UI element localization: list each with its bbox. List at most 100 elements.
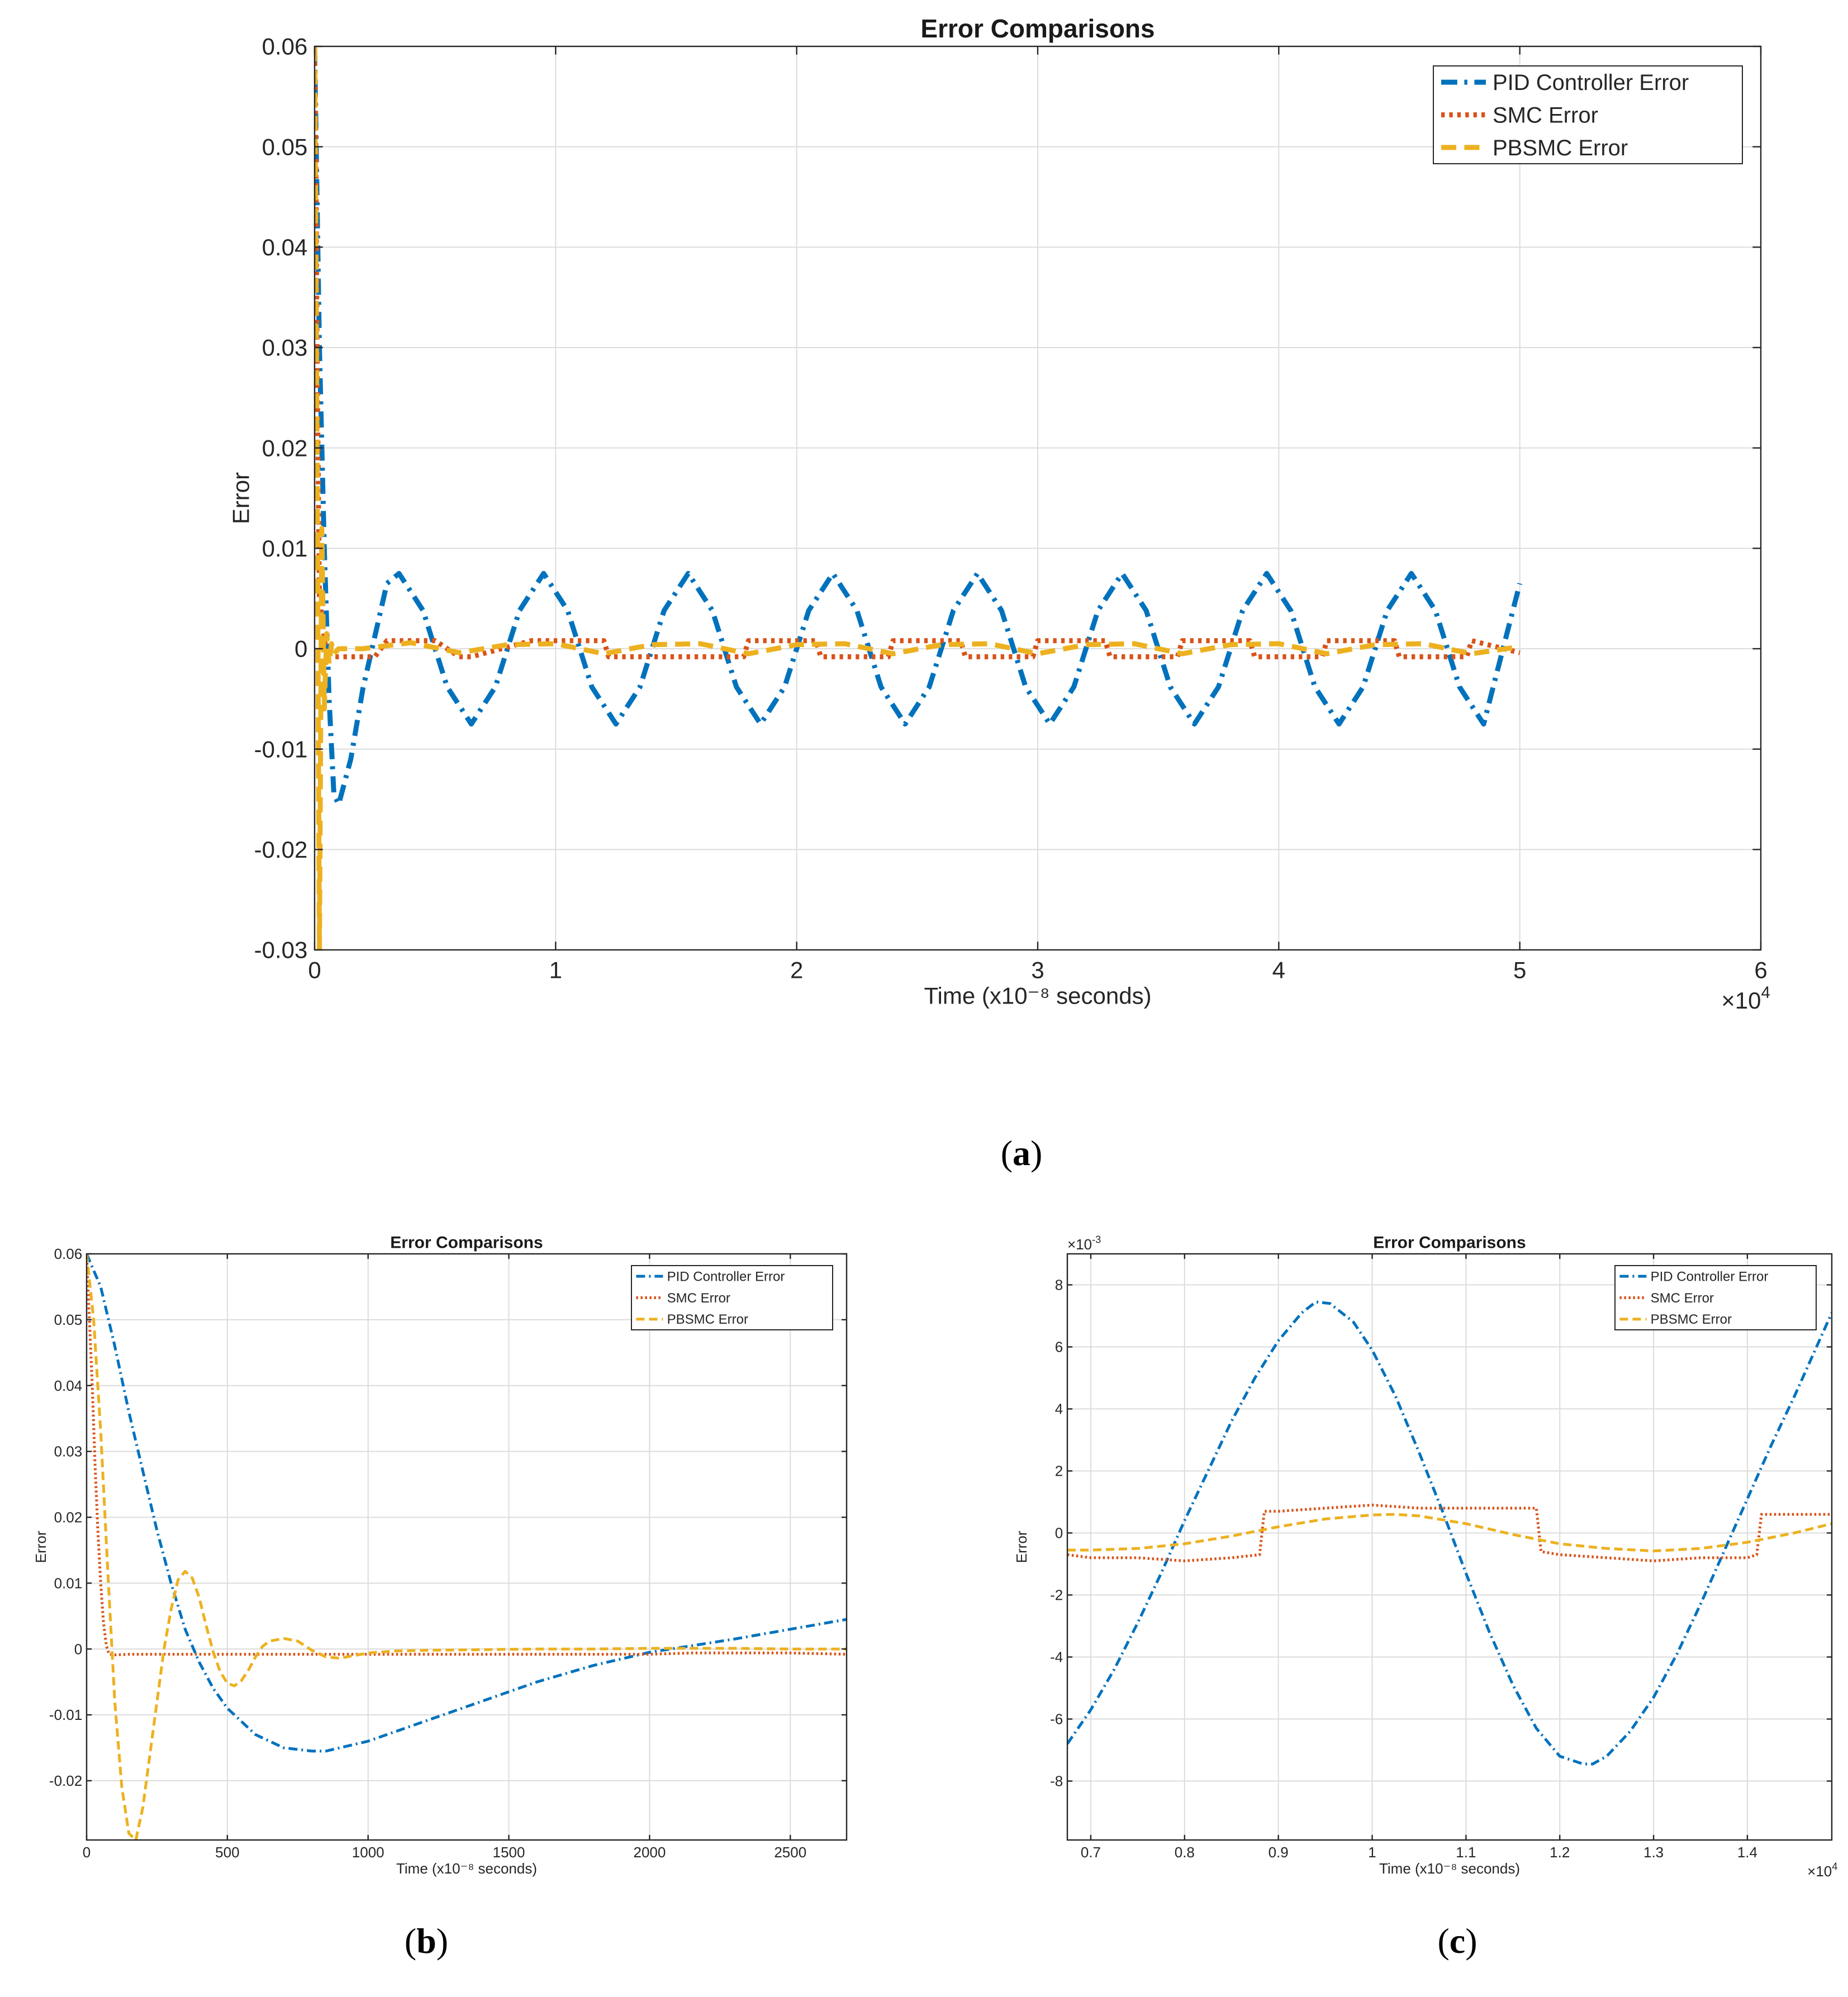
x-tick-label: 1.2 <box>1550 1844 1570 1861</box>
x-multiplier-base: ×10 <box>1807 1863 1832 1880</box>
x-tick-label: 4 <box>1272 957 1285 983</box>
legend: PID Controller Error SMC Error PBSMC Error <box>631 1265 833 1330</box>
y-tick-label: 0.05 <box>262 134 308 160</box>
series-line-pbsmc <box>1067 1513 1832 1553</box>
x-tick-label: 0 <box>83 1844 91 1861</box>
caption-letter: c <box>1450 1921 1465 1961</box>
y-tick-label: 0.02 <box>54 1509 83 1526</box>
legend-label-pbsmc: PBSMC Error <box>667 1312 748 1327</box>
chart-a: 0 1 2 3 4 5 6 -0.03 -0.02 -0.01 0 0.01 0.02 0.03 0.04 0… <box>227 14 1770 1173</box>
y-tick-label: 6 <box>1055 1339 1063 1356</box>
subfigure-caption: (c) <box>1437 1921 1477 1961</box>
series-line-pbsmc <box>87 1254 847 1840</box>
subfigure-caption: (b) <box>405 1921 448 1961</box>
legend-label-pid: PID Controller Error <box>667 1269 785 1285</box>
y-tick-label: 0.03 <box>262 335 308 361</box>
axes-box <box>85 1253 848 1841</box>
y-tick-label: 0.01 <box>262 535 308 562</box>
legend-label-pid: PID Controller Error <box>1493 70 1689 95</box>
legend-label-smc: SMC Error <box>667 1291 730 1306</box>
legend-label-smc: SMC Error <box>1493 103 1598 128</box>
legend-box <box>631 1265 833 1330</box>
series-line-pbsmc <box>315 46 1521 950</box>
x-axis-label: Time (x10⁻⁸ seconds) <box>396 1860 537 1877</box>
x-tick-label: 1.3 <box>1643 1844 1664 1861</box>
chart-title: Error Comparisons <box>390 1234 543 1252</box>
x-multiplier-base: ×10 <box>1721 987 1761 1014</box>
y-tick-label: 0.04 <box>54 1377 83 1394</box>
legend-label-pid: PID Controller Error <box>1651 1269 1769 1285</box>
y-tick-label: -0.01 <box>254 736 308 762</box>
y-tick-label: 0.03 <box>54 1443 83 1460</box>
y-axis-label: Error <box>32 1530 49 1563</box>
legend-label-pbsmc: PBSMC Error <box>1651 1312 1732 1327</box>
chart-title: Error Comparisons <box>1373 1234 1526 1252</box>
y-tick-label: 4 <box>1055 1401 1063 1418</box>
x-tick-label: 1 <box>1368 1844 1376 1861</box>
x-tick-label: 1000 <box>352 1844 384 1861</box>
legend: PID Controller Error SMC Error PBSMC Error <box>1614 1265 1817 1330</box>
y-tick-label: 0 <box>294 636 307 662</box>
caption-paren-open: ( <box>1437 1921 1449 1961</box>
legend-box <box>1614 1265 1817 1330</box>
x-tick-label: 6 <box>1754 957 1767 983</box>
y-tick-label: 0.04 <box>262 234 308 260</box>
y-tick-label: 0.05 <box>54 1311 83 1328</box>
x-tick-label: 3 <box>1031 957 1044 983</box>
caption-letter: b <box>416 1921 436 1961</box>
y-tick-label: -8 <box>1050 1773 1063 1790</box>
caption-paren-close: ) <box>1465 1921 1477 1961</box>
caption-paren-close: ) <box>436 1921 448 1961</box>
y-axis-label: Error <box>227 472 254 524</box>
y-tick-label: -6 <box>1050 1711 1063 1728</box>
series-line-pid <box>87 1254 847 1753</box>
y-tick-label: -4 <box>1050 1649 1063 1666</box>
chart-title: Error Comparisons <box>920 14 1155 43</box>
caption-paren-open: ( <box>405 1921 416 1961</box>
caption-paren-close: ) <box>1030 1133 1042 1173</box>
x-tick-label: 0.9 <box>1269 1844 1289 1861</box>
x-tick-label: 500 <box>215 1844 239 1861</box>
y-tick-label: 0.01 <box>54 1575 83 1591</box>
x-tick-label: 5 <box>1513 957 1526 983</box>
y-multiplier-base: ×10 <box>1067 1236 1092 1253</box>
y-tick-label: 0.06 <box>54 1245 83 1262</box>
x-tick-label: 0.8 <box>1175 1844 1195 1861</box>
series-group <box>87 1254 847 1840</box>
x-multiplier-exp: 4 <box>1832 1861 1837 1872</box>
x-tick-label: 0.7 <box>1081 1844 1101 1861</box>
plot-area <box>87 1254 847 1840</box>
x-tick-label: 0 <box>308 957 321 983</box>
y-tick-label: 0.06 <box>262 34 308 60</box>
series-group <box>315 46 1523 950</box>
y-tick-label: 2 <box>1055 1463 1063 1480</box>
x-tick-label: 2500 <box>774 1844 806 1861</box>
series-group <box>1067 1300 1832 1766</box>
x-tick-label: 1.1 <box>1456 1844 1476 1861</box>
y-tick-label: 0.02 <box>262 435 308 461</box>
series-line-smc <box>315 46 1521 659</box>
x-tick-label: 1.4 <box>1737 1844 1757 1861</box>
y-axis-multiplier: ×10-3 <box>1067 1234 1101 1253</box>
y-tick-label: 0 <box>1055 1525 1063 1542</box>
chart-b: 0 500 1000 1500 2000 2500 -0.02 -0.01 0 0.01 0.02 0… <box>32 1234 848 1961</box>
x-tick-label: 1 <box>549 957 562 983</box>
legend-label-pbsmc: PBSMC Error <box>1493 136 1628 160</box>
x-axis-multiplier: ×104 <box>1721 983 1770 1014</box>
x-tick-label: 2 <box>790 957 803 983</box>
x-axis-label: Time (x10⁻⁸ seconds) <box>1379 1860 1520 1877</box>
chart-c: 0.7 0.8 0.9 1 1.1 1.2 1.3 1.4 -8 -6 -4 -2 0 2 4 6 8 Error… <box>1013 1234 1837 1961</box>
x-axis-label: Time (x10⁻⁸ seconds) <box>924 983 1151 1009</box>
caption-paren-open: ( <box>1001 1133 1013 1173</box>
caption-letter: a <box>1013 1133 1030 1173</box>
legend: PID Controller Error SMC Error PBSMC Error <box>1433 65 1743 164</box>
series-line-pid <box>1067 1300 1832 1766</box>
legend-label-smc: SMC Error <box>1651 1291 1714 1306</box>
y-multiplier-exp: -3 <box>1092 1234 1101 1245</box>
y-tick-label: -0.02 <box>254 836 308 863</box>
y-tick-label: -2 <box>1050 1587 1063 1604</box>
x-tick-label: 2000 <box>633 1844 666 1861</box>
x-tick-label: 1500 <box>493 1844 525 1861</box>
y-tick-label: -0.01 <box>49 1706 82 1723</box>
